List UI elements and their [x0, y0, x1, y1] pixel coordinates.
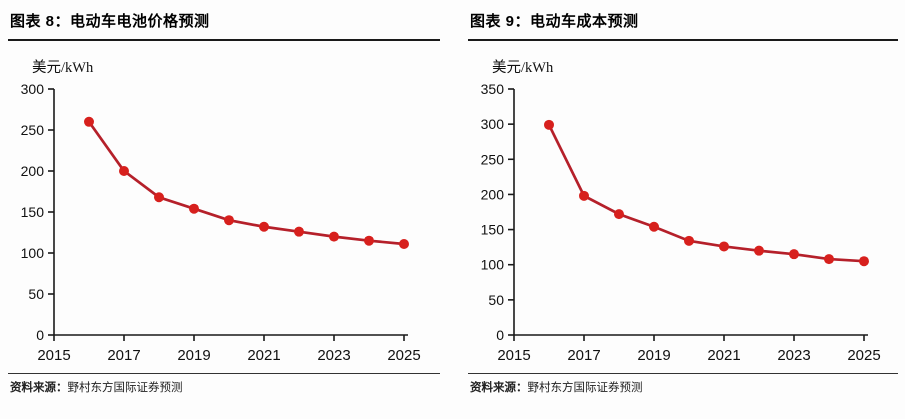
svg-text:150: 150 [21, 204, 45, 220]
source-text: 野村东方国际证券预测 [67, 382, 183, 394]
divider-line [8, 373, 440, 374]
svg-text:2015: 2015 [497, 347, 530, 364]
chart-title: 图表 8：电动车电池价格预测 [8, 8, 440, 41]
source-note: 资料来源：野村东方国际证券预测 [8, 379, 440, 395]
svg-text:2023: 2023 [777, 347, 810, 364]
svg-text:2021: 2021 [707, 347, 740, 364]
svg-text:100: 100 [481, 257, 505, 273]
svg-text:0: 0 [36, 327, 44, 343]
svg-text:2021: 2021 [247, 347, 280, 364]
divider-line [468, 373, 898, 374]
source-label: 资料来源： [470, 382, 528, 394]
y-axis-unit-label: 美元/kWh [492, 60, 554, 76]
svg-text:150: 150 [481, 222, 505, 238]
svg-text:50: 50 [488, 292, 504, 308]
source-note: 资料来源：野村东方国际证券预测 [468, 379, 898, 395]
svg-text:2017: 2017 [107, 347, 140, 364]
source-label: 资料来源： [10, 382, 68, 394]
svg-text:200: 200 [481, 186, 505, 202]
chart-title: 图表 9：电动车成本预测 [468, 8, 898, 41]
svg-text:0: 0 [496, 327, 504, 343]
svg-text:50: 50 [28, 286, 44, 302]
svg-text:2015: 2015 [37, 347, 70, 364]
svg-text:300: 300 [481, 116, 505, 132]
svg-text:350: 350 [481, 81, 505, 97]
svg-text:2019: 2019 [177, 347, 210, 364]
svg-text:200: 200 [21, 163, 45, 179]
svg-text:2025: 2025 [387, 347, 420, 364]
source-text: 野村东方国际证券预测 [527, 382, 643, 394]
svg-text:2025: 2025 [847, 347, 880, 364]
svg-text:2023: 2023 [317, 347, 350, 364]
chart-panel-battery-price: 图表 8：电动车电池价格预测 美元/kWh 0 50 100 150 200 250 300… [8, 8, 440, 395]
svg-text:250: 250 [21, 122, 45, 138]
svg-text:2017: 2017 [567, 347, 600, 364]
svg-text:250: 250 [481, 151, 505, 167]
svg-text:2019: 2019 [637, 347, 670, 364]
y-axis-unit-label: 美元/kWh [32, 60, 94, 76]
svg-text:300: 300 [21, 81, 45, 97]
chart-panel-ev-cost: 图表 9：电动车成本预测 美元/kWh 0 50 100 150 200 250 300 35… [468, 8, 898, 395]
ev-cost-line-chart: 0 50 100 150 200 250 300 350 2015 2017 2019 2021 202… [481, 81, 881, 364]
battery-price-line-chart: 0 50 100 150 200 250 300 2015 2017 2019 2021 2023 20… [21, 81, 421, 364]
svg-text:100: 100 [21, 245, 45, 261]
